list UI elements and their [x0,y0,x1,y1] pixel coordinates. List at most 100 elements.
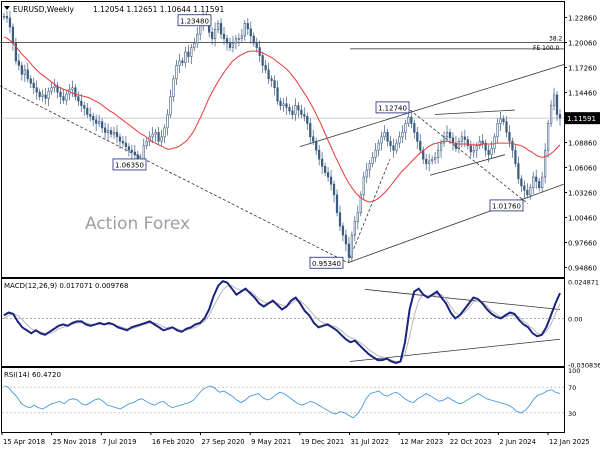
candle-body [74,87,77,97]
candle-body [130,149,133,153]
candle-body [555,94,559,115]
candle-body [341,225,345,236]
candle-body [428,160,431,164]
candle-body [2,15,6,18]
macd-axis: 0.024871 0.00 -0.030836 [2,278,600,369]
time-tick-label: 12 Mar 2023 [400,438,443,446]
swing-label: 1.01760 [492,202,521,210]
candle-body [335,194,339,214]
candle-body [318,149,321,160]
triangle-lower-line [429,154,506,176]
candle-body [160,136,163,142]
candle-body [14,42,18,62]
candle-body [359,194,362,214]
candle-body [472,149,475,153]
candle-body [338,212,342,227]
candle-body [133,151,136,155]
channel-upper-line [299,64,565,148]
candle-body [546,123,550,151]
candle-body [344,234,348,245]
candle-body [383,132,386,138]
candle-body [309,123,312,138]
candle-body [11,26,15,44]
dropdown-triangle-icon[interactable] [4,6,10,10]
candle-body [377,142,380,151]
candle-body [526,190,529,196]
candle-body [136,154,139,160]
candle-body [368,163,371,171]
candle-body [431,158,434,162]
candle-body [386,132,389,142]
candle-body [362,176,365,196]
rsi-tick-label: 70 [568,384,576,392]
candle-body [44,94,47,99]
candle-body [246,23,249,30]
candle-body [365,169,368,178]
candle-body [505,121,508,133]
candle-body [225,38,229,44]
candle-body [124,142,128,147]
candle-body [127,146,130,151]
candle-body [395,142,398,151]
candle-body [436,149,440,158]
price-tick-label: 1.14460 [568,90,597,98]
candle-body [77,96,80,102]
macd-title: MACD(12,26,9) 0.017071 0.009768 [4,282,128,290]
candle-body [178,60,181,66]
candle-body [101,121,104,129]
candle-body [240,35,243,39]
time-tick-label: 31 Jul 2022 [350,438,388,446]
fe-100-label: FE 100.0 [533,45,560,52]
candle-body [175,65,178,80]
candle-body [499,118,502,124]
candle-body [154,132,157,135]
candle-body [398,136,401,144]
candle-body [270,78,273,81]
trendlines [0,64,565,264]
candle-body [558,114,562,119]
price-tick-label: 1.08860 [568,140,597,148]
candle-body [261,55,264,66]
candle-body [163,127,166,138]
moving-average-line [3,36,561,203]
candle-body [496,123,499,138]
time-tick-label: 12 Jan 2025 [549,438,590,446]
candle-body [389,140,392,147]
candle-body [47,90,50,99]
candle-body [26,69,29,80]
candle-body [466,139,469,147]
candle-body [92,115,95,121]
candle-body [541,176,544,189]
candle-body [523,185,526,191]
channel-lower-line [347,183,565,264]
candle-body [5,15,9,19]
swing-label: 0.95340 [312,260,341,268]
macd-tick-label: -0.030836 [568,361,600,369]
candle-body [98,121,101,124]
candle-body [184,51,187,64]
candle-body [23,69,26,75]
candle-body [457,140,461,149]
price-tick-label: 0.94860 [568,265,597,273]
last-price-box [565,112,600,125]
dashed-trendline-reaction [409,109,529,205]
candle-body [32,82,35,89]
rsi-tick-label: 30 [568,410,576,418]
candle-body [273,80,276,89]
swing-label-box [309,256,344,269]
candle-body [285,103,288,108]
candle-body [71,87,74,90]
candle-body [448,132,452,139]
candle-body [264,65,267,71]
candle-body [145,140,148,147]
candle-body [157,132,160,142]
candle-body [282,103,285,106]
candle-body [252,35,255,44]
candle-body [121,140,125,144]
swing-label: 1.06350 [115,161,144,169]
candle-body [517,163,520,180]
candle-body [115,132,119,138]
swing-label-box [375,101,410,114]
candle-body [529,187,532,196]
candle-body [20,65,23,75]
